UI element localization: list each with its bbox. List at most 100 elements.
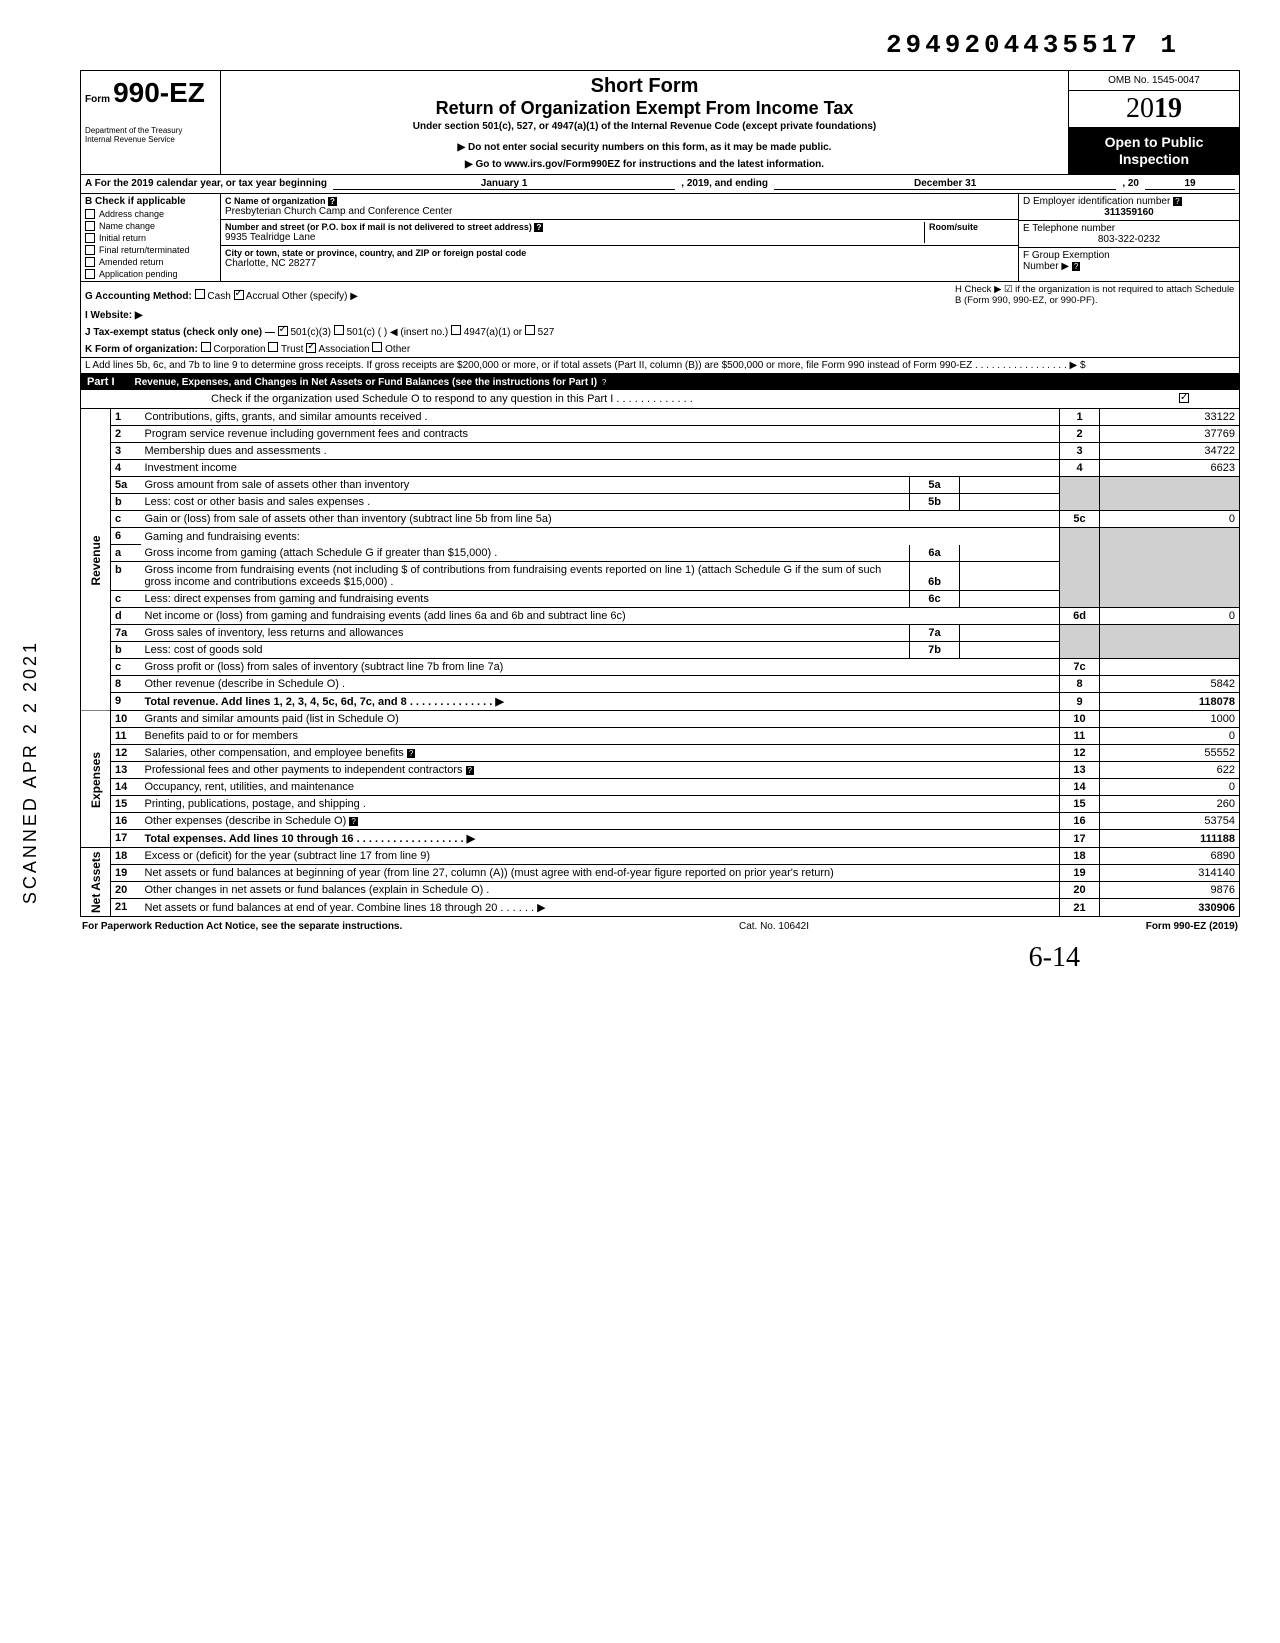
val-20: 9876 — [1100, 882, 1240, 899]
desc-7a: Gross sales of inventory, less returns a… — [141, 625, 910, 642]
desc-16: Other expenses (describe in Schedule O) … — [141, 813, 1060, 830]
val-6d: 0 — [1100, 608, 1240, 625]
ln: c — [111, 511, 141, 528]
ln: c — [111, 659, 141, 676]
help-icon[interactable]: ? — [1072, 262, 1080, 271]
chk-cash[interactable] — [195, 289, 205, 299]
help-icon[interactable]: ? — [466, 766, 474, 775]
num-16: 16 — [1060, 813, 1100, 830]
check-schedule-o-row: Check if the organization used Schedule … — [80, 390, 1240, 409]
omb-box: OMB No. 1545-0047 2019 Open to Public In… — [1069, 71, 1239, 174]
org-name: Presbyterian Church Camp and Conference … — [225, 206, 1014, 217]
chk-4947[interactable] — [451, 325, 461, 335]
dept-treasury: Department of the Treasury Internal Reve… — [85, 127, 216, 145]
ln: 21 — [111, 899, 141, 917]
ln: 11 — [111, 728, 141, 745]
val-12: 55552 — [1100, 745, 1240, 762]
side-label-netassets: Net Assets — [81, 848, 111, 917]
chk-trust[interactable] — [268, 342, 278, 352]
num-2: 2 — [1060, 426, 1100, 443]
desc-5b: Less: cost or other basis and sales expe… — [141, 494, 910, 511]
line-a-prefix: A For the 2019 calendar year, or tax yea… — [85, 178, 327, 189]
desc-6c: Less: direct expenses from gaming and fu… — [141, 591, 910, 608]
help-icon[interactable]: ? — [1173, 197, 1181, 206]
telephone: 803-322-0232 — [1023, 234, 1235, 245]
desc-8: Other revenue (describe in Schedule O) . — [141, 676, 1060, 693]
chk-other[interactable] — [372, 342, 382, 352]
scanned-stamp: SCANNED APR 2 2 2021 — [20, 640, 41, 904]
num-1: 1 — [1060, 409, 1100, 426]
tax-year-start: January 1 — [333, 178, 675, 190]
chk-initial-return[interactable] — [85, 233, 95, 243]
chk-corp[interactable] — [201, 342, 211, 352]
ln: 10 — [111, 711, 141, 728]
tax-year-end-month: December 31 — [774, 178, 1116, 190]
help-icon[interactable]: ? — [534, 223, 543, 232]
short-form-title: Short Form — [231, 75, 1058, 98]
section-def: D Employer identification number ? 31135… — [1019, 194, 1239, 281]
chk-schedule-o[interactable] — [1179, 393, 1189, 403]
shade — [1060, 477, 1100, 511]
chk-527[interactable] — [525, 325, 535, 335]
num-15: 15 — [1060, 796, 1100, 813]
f-label: F Group Exemption — [1023, 250, 1235, 261]
ln: 18 — [111, 848, 141, 865]
line-a-mid: , 2019, and ending — [681, 178, 768, 189]
chk-app-pending[interactable] — [85, 269, 95, 279]
desc-6a: Gross income from gaming (attach Schedul… — [141, 545, 910, 562]
num-7c: 7c — [1060, 659, 1100, 676]
desc-3: Membership dues and assessments . — [141, 443, 1060, 460]
chk-name-change[interactable] — [85, 221, 95, 231]
val-3: 34722 — [1100, 443, 1240, 460]
ln: 20 — [111, 882, 141, 899]
b-item-2: Initial return — [99, 233, 146, 243]
shade — [1100, 528, 1240, 608]
tax-year: 2019 — [1069, 91, 1239, 128]
ival-5a — [960, 477, 1060, 494]
form-header: Form 990-EZ Department of the Treasury I… — [80, 70, 1240, 175]
chk-501c3[interactable] — [278, 326, 288, 336]
ival-6b — [960, 562, 1060, 591]
chk-assoc[interactable] — [306, 343, 316, 353]
desc-17: Total expenses. Add lines 10 through 16 … — [141, 830, 1060, 848]
inum-5a: 5a — [910, 477, 960, 494]
title-box: Short Form Return of Organization Exempt… — [221, 71, 1069, 174]
num-14: 14 — [1060, 779, 1100, 796]
section-b: B Check if applicable Address change Nam… — [81, 194, 221, 281]
j-501c3: 501(c)(3) — [290, 327, 331, 338]
ival-7a — [960, 625, 1060, 642]
val-16: 53754 — [1100, 813, 1240, 830]
inum-6a: 6a — [910, 545, 960, 562]
part-title: Revenue, Expenses, and Changes in Net As… — [135, 377, 598, 388]
ln: 6 — [111, 528, 141, 545]
h-text: H Check ▶ ☑ if the organization is not r… — [955, 284, 1235, 306]
footer-left: For Paperwork Reduction Act Notice, see … — [82, 921, 402, 932]
num-11: 11 — [1060, 728, 1100, 745]
val-15: 260 — [1100, 796, 1240, 813]
form-prefix: Form — [85, 94, 110, 105]
chk-final-return[interactable] — [85, 245, 95, 255]
e-label: E Telephone number — [1023, 223, 1235, 234]
c-header: C Name of organization — [225, 196, 326, 206]
num-3: 3 — [1060, 443, 1100, 460]
help-icon[interactable]: ? — [349, 817, 357, 826]
city-label: City or town, state or province, country… — [225, 248, 1014, 258]
help-icon[interactable]: ? — [407, 749, 415, 758]
desc-19: Net assets or fund balances at beginning… — [141, 865, 1060, 882]
val-7c — [1100, 659, 1240, 676]
chk-501c[interactable] — [334, 325, 344, 335]
chk-address-change[interactable] — [85, 209, 95, 219]
num-12: 12 — [1060, 745, 1100, 762]
chk-amended-return[interactable] — [85, 257, 95, 267]
ln: 1 — [111, 409, 141, 426]
desc-1: Contributions, gifts, grants, and simila… — [141, 409, 1060, 426]
val-2: 37769 — [1100, 426, 1240, 443]
ln: b — [111, 642, 141, 659]
help-icon[interactable]: ? — [600, 378, 608, 387]
ln: 4 — [111, 460, 141, 477]
chk-accrual[interactable] — [234, 290, 244, 300]
help-icon[interactable]: ? — [328, 197, 337, 206]
main-title: Return of Organization Exempt From Incom… — [231, 98, 1058, 119]
b-item-0: Address change — [99, 209, 164, 219]
desc-2: Program service revenue including govern… — [141, 426, 1060, 443]
